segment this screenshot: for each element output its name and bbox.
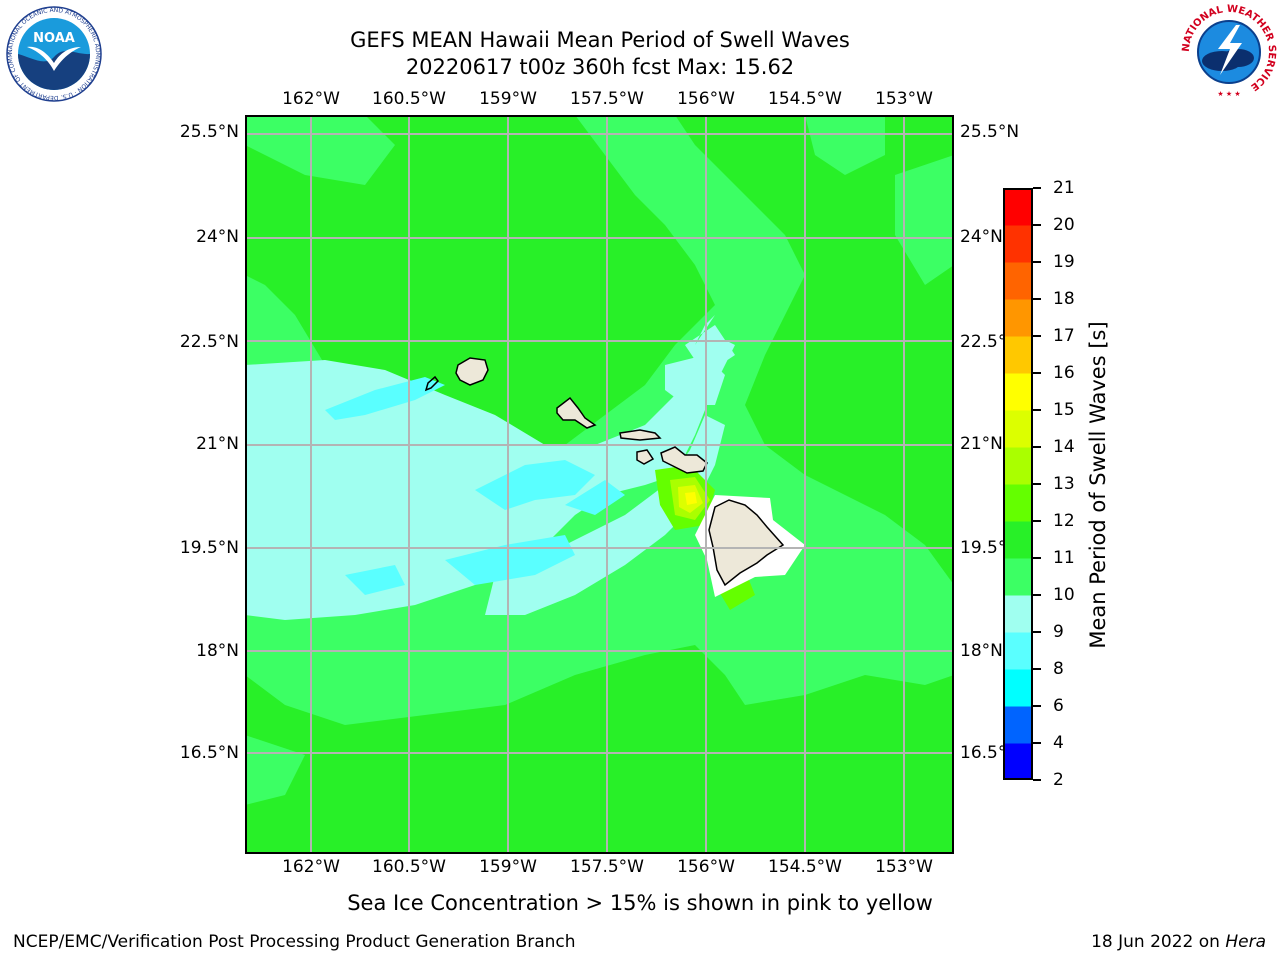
lat-label-right: 25.5°N	[960, 122, 1020, 142]
colorbar-tick	[1033, 668, 1041, 670]
lon-label-bottom: 162°W	[282, 857, 340, 877]
date-stamp: 18 Jun 2022 on Hera	[1091, 932, 1266, 952]
colorbar-segment	[1003, 595, 1033, 633]
lat-label-left: 21°N	[196, 434, 239, 454]
lon-label-top: 162°W	[282, 89, 340, 109]
field-band-9-10	[245, 315, 735, 620]
map-frame	[245, 115, 954, 854]
colorbar-tick	[1033, 631, 1041, 633]
colorbar-tick	[1033, 594, 1041, 596]
lon-label-bottom: 153°W	[875, 857, 933, 877]
sea-ice-footnote: Sea Ice Concentration > 15% is shown in …	[347, 891, 933, 915]
colorbar-tick-label: 19	[1053, 252, 1075, 272]
colorbar-segment	[1003, 521, 1033, 559]
colorbar-segment	[1003, 188, 1033, 226]
island-lanai	[636, 449, 655, 465]
colorbar	[1003, 188, 1033, 780]
lon-label-top: 156°W	[677, 89, 735, 109]
lon-label-top: 160.5°W	[372, 89, 446, 109]
lon-label-bottom: 156°W	[677, 857, 735, 877]
island-hawaii	[708, 499, 785, 587]
colorbar-tick	[1033, 372, 1041, 374]
nws-logo: NATIONAL WEATHER SERVICE ★ ★ ★	[1181, 4, 1277, 98]
colorbar-tick-label: 16	[1053, 363, 1075, 383]
colorbar-tick-label: 8	[1053, 659, 1064, 679]
lat-label-left: 18°N	[196, 641, 239, 661]
colorbar-tick-label: 21	[1053, 178, 1075, 198]
colorbar-segment	[1003, 447, 1033, 485]
colorbar-title: Mean Period of Swell Waves [s]	[1086, 321, 1110, 649]
colorbar-segment	[1003, 669, 1033, 707]
noaa-logo: NATIONAL OCEANIC AND ATMOSPHERIC ADMINIS…	[5, 5, 102, 102]
colorbar-tick-label: 20	[1053, 215, 1075, 235]
colorbar-tick	[1033, 446, 1041, 448]
colorbar-segment	[1003, 632, 1033, 670]
colorbar-tick-label: 15	[1053, 400, 1075, 420]
colorbar-tick-label: 13	[1053, 474, 1075, 494]
colorbar-tick-label: 14	[1053, 437, 1075, 457]
colorbar-tick	[1033, 520, 1041, 522]
colorbar-tick-label: 2	[1053, 770, 1064, 790]
colorbar-segment	[1003, 225, 1033, 263]
chart-title: GEFS MEAN Hawaii Mean Period of Swell Wa…	[350, 28, 850, 52]
colorbar-tick	[1033, 557, 1041, 559]
lat-label-right: 21°N	[960, 434, 1003, 454]
lon-label-bottom: 160.5°W	[372, 857, 446, 877]
lat-label-right: 24°N	[960, 227, 1003, 247]
colorbar-segment	[1003, 743, 1033, 780]
colorbar-tick-label: 17	[1053, 326, 1075, 346]
colorbar-tick	[1033, 409, 1041, 411]
lon-label-top: 153°W	[875, 89, 933, 109]
colorbar-tick-label: 10	[1053, 585, 1075, 605]
lat-label-right: 18°N	[960, 641, 1003, 661]
lon-label-top: 159°W	[479, 89, 537, 109]
colorbar-tick	[1033, 779, 1041, 781]
colorbar-tick	[1033, 483, 1041, 485]
colorbar-tick	[1033, 261, 1041, 263]
colorbar-tick-label: 18	[1053, 289, 1075, 309]
colorbar-segment	[1003, 558, 1033, 596]
colorbar-tick-label: 11	[1053, 548, 1075, 568]
lat-label-left: 16.5°N	[179, 743, 239, 763]
credit-text: NCEP/EMC/Verification Post Processing Pr…	[13, 932, 576, 952]
colorbar-segment	[1003, 262, 1033, 300]
lon-label-bottom: 157.5°W	[570, 857, 644, 877]
colorbar-tick	[1033, 335, 1041, 337]
island-niihau	[424, 375, 439, 392]
island-oahu	[556, 396, 597, 429]
island-kauai	[455, 357, 489, 386]
colorbar-tick-label: 6	[1053, 696, 1064, 716]
colorbar-tick-label: 4	[1053, 733, 1064, 753]
colorbar-tick	[1033, 224, 1041, 226]
colorbar-tick	[1033, 705, 1041, 707]
field-band-8-9	[325, 377, 625, 595]
colorbar-segment	[1003, 299, 1033, 337]
lat-label-left: 25.5°N	[179, 122, 239, 142]
svg-text:NOAA: NOAA	[33, 31, 75, 46]
colorbar-segment	[1003, 484, 1033, 522]
colorbar-frame	[1003, 188, 1033, 780]
colorbar-tick	[1033, 187, 1041, 189]
svg-text:★ ★ ★: ★ ★ ★	[1217, 90, 1240, 98]
colorbar-segment	[1003, 410, 1033, 448]
colorbar-segment	[1003, 373, 1033, 411]
colorbar-segment	[1003, 706, 1033, 744]
lat-label-left: 19.5°N	[179, 538, 239, 558]
lon-label-bottom: 154.5°W	[768, 857, 842, 877]
colorbar-tick	[1033, 298, 1041, 300]
field-band-15-16	[685, 492, 697, 505]
colorbar-tick-label: 9	[1053, 622, 1064, 642]
colorbar-tick-label: 12	[1053, 511, 1075, 531]
map-gridlines	[245, 115, 954, 854]
colorbar-segment	[1003, 336, 1033, 374]
chart-subtitle: 20220617 t00z 360h fcst Max: 15.62	[405, 55, 795, 79]
lat-label-left: 22.5°N	[179, 332, 239, 352]
lon-label-top: 157.5°W	[570, 89, 644, 109]
lat-label-left: 24°N	[196, 227, 239, 247]
colorbar-tick	[1033, 742, 1041, 744]
lon-label-bottom: 159°W	[479, 857, 537, 877]
island-molokai	[619, 429, 662, 441]
swell-period-map	[245, 115, 954, 854]
lon-label-top: 154.5°W	[768, 89, 842, 109]
